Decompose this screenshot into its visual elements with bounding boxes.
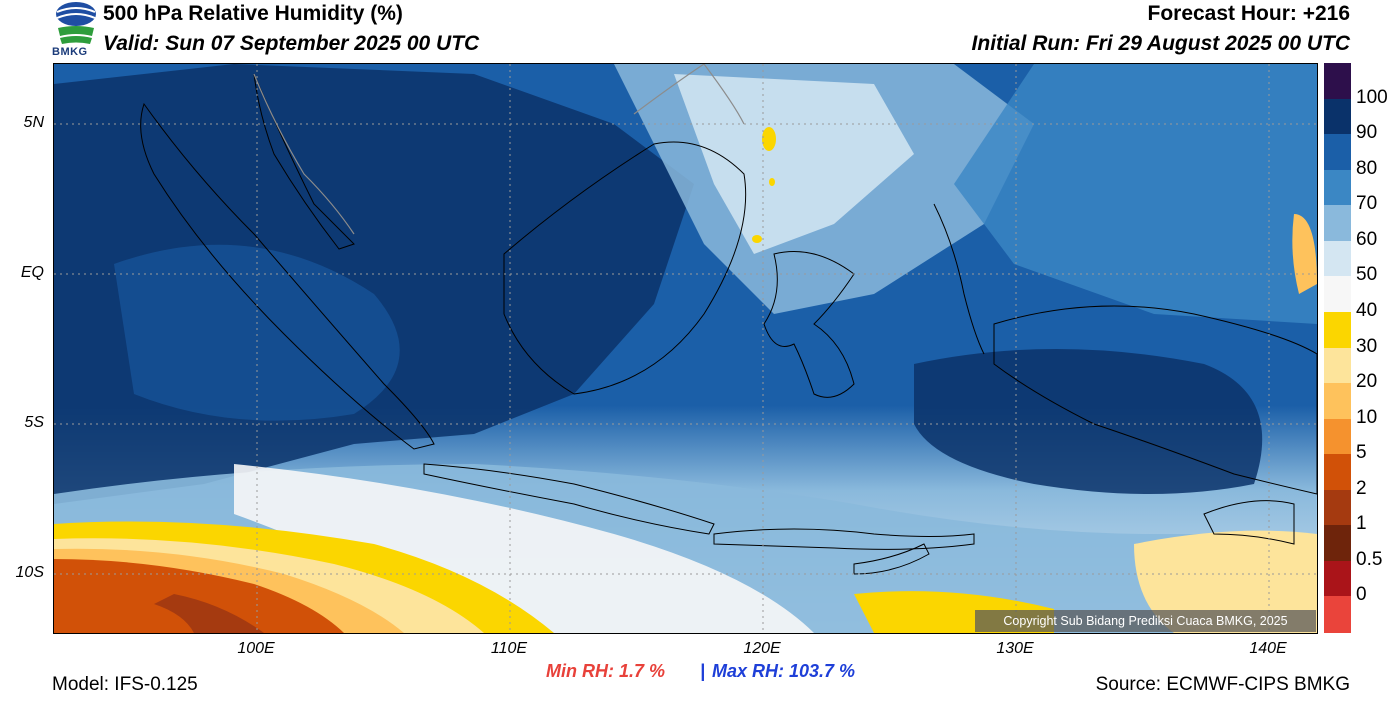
colorbar-segment [1324, 383, 1351, 420]
colorbar-label: 40 [1356, 299, 1378, 321]
coastline-australia [1203, 500, 1295, 545]
colorbar-label: 5 [1356, 442, 1367, 464]
colorbar-label: 70 [1356, 193, 1378, 215]
colorbar-label: 50 [1356, 264, 1378, 286]
colorbar-label: 100 [1356, 86, 1388, 108]
copyright-notice: Copyright Sub Bidang Prediksi Cuaca BMKG… [975, 610, 1316, 632]
colorbar-segment [1324, 98, 1351, 135]
coastline-thailand [253, 73, 355, 235]
valid-time: Valid: Sun 07 September 2025 00 UTC [103, 32, 480, 55]
colorbar-label: 0 [1356, 584, 1367, 606]
colorbar-segment [1324, 134, 1351, 171]
colorbar-segment [1324, 454, 1351, 491]
max-rh: Max RH: 103.7 % [712, 661, 856, 681]
source-label: Source: ECMWF-CIPS BMKG [1095, 674, 1350, 695]
colorbar-segment [1324, 169, 1351, 206]
min-rh: Min RH: 1.7 % [546, 661, 666, 681]
colorbar-segment [1324, 63, 1351, 100]
colorbar-segment [1324, 276, 1351, 313]
colorbar-segment [1324, 205, 1351, 242]
lat-label-5n: 5N [23, 114, 44, 131]
colorbar-label: 80 [1356, 157, 1378, 179]
colorbar-segment [1324, 240, 1351, 277]
coastline-java [423, 463, 715, 535]
colorbar-segment [1324, 347, 1351, 384]
coastline-nusa-tenggara [713, 528, 975, 550]
coastline-sumatra [140, 102, 435, 450]
coastline-philippines [633, 64, 745, 125]
lon-label-110e: 110E [490, 640, 528, 657]
colorbar-segment [1324, 489, 1351, 526]
humidity-map [53, 63, 1318, 634]
coastline-malay-peninsula [253, 73, 355, 250]
colorbar-label: 10 [1356, 406, 1378, 428]
field-south-lighter [234, 464, 814, 633]
lon-label-140e: 140E [1249, 640, 1287, 657]
colorbar-label: 30 [1356, 335, 1378, 357]
lon-label-100e: 100E [237, 640, 275, 657]
colorbar-label: 90 [1356, 122, 1378, 144]
forecast-hour: Forecast Hour: +216 [1147, 2, 1351, 25]
field-dry-spot-1 [762, 127, 776, 151]
field-east [954, 64, 1317, 324]
lat-label-5s: 5S [24, 414, 44, 431]
lat-label-eq: EQ [20, 264, 44, 281]
model-label: Model: IFS-0.125 [52, 674, 198, 695]
field-dry-east-edge [1292, 214, 1317, 294]
colorbar-segment [1324, 596, 1351, 633]
coastline-maluku [933, 203, 985, 355]
colorbar-segment [1324, 525, 1351, 562]
colorbar-segment [1324, 418, 1351, 455]
field-dry-southeast [1134, 530, 1317, 633]
colorbar-label: 60 [1356, 228, 1378, 250]
colorbar [1324, 63, 1351, 633]
lon-label-120e: 120E [743, 640, 781, 657]
field-dry-spot-3 [769, 178, 775, 186]
field-lighter-north [674, 74, 914, 254]
field-dry-spot-2 [752, 235, 762, 243]
coastline-papua [993, 305, 1317, 495]
colorbar-label: 1 [1356, 513, 1367, 535]
rh-separator: | [700, 661, 706, 681]
initial-run: Initial Run: Fri 29 August 2025 00 UTC [971, 32, 1350, 55]
lon-label-130e: 130E [996, 640, 1034, 657]
bmkg-logo [52, 0, 100, 60]
colorbar-label: 20 [1356, 371, 1378, 393]
lat-label-10s: 10S [15, 564, 44, 581]
colorbar-label: 0.5 [1356, 548, 1383, 570]
map-title: 500 hPa Relative Humidity (%) [103, 2, 403, 25]
colorbar-segment [1324, 560, 1351, 597]
coastline-borneo [503, 141, 747, 395]
field-dry-deeporange [54, 559, 344, 633]
bmkg-logo-text: BMKG [52, 46, 88, 58]
colorbar-segment [1324, 311, 1351, 348]
coastline-timor [853, 543, 930, 575]
colorbar-label: 2 [1356, 477, 1367, 499]
field-dry-brown [154, 594, 264, 633]
